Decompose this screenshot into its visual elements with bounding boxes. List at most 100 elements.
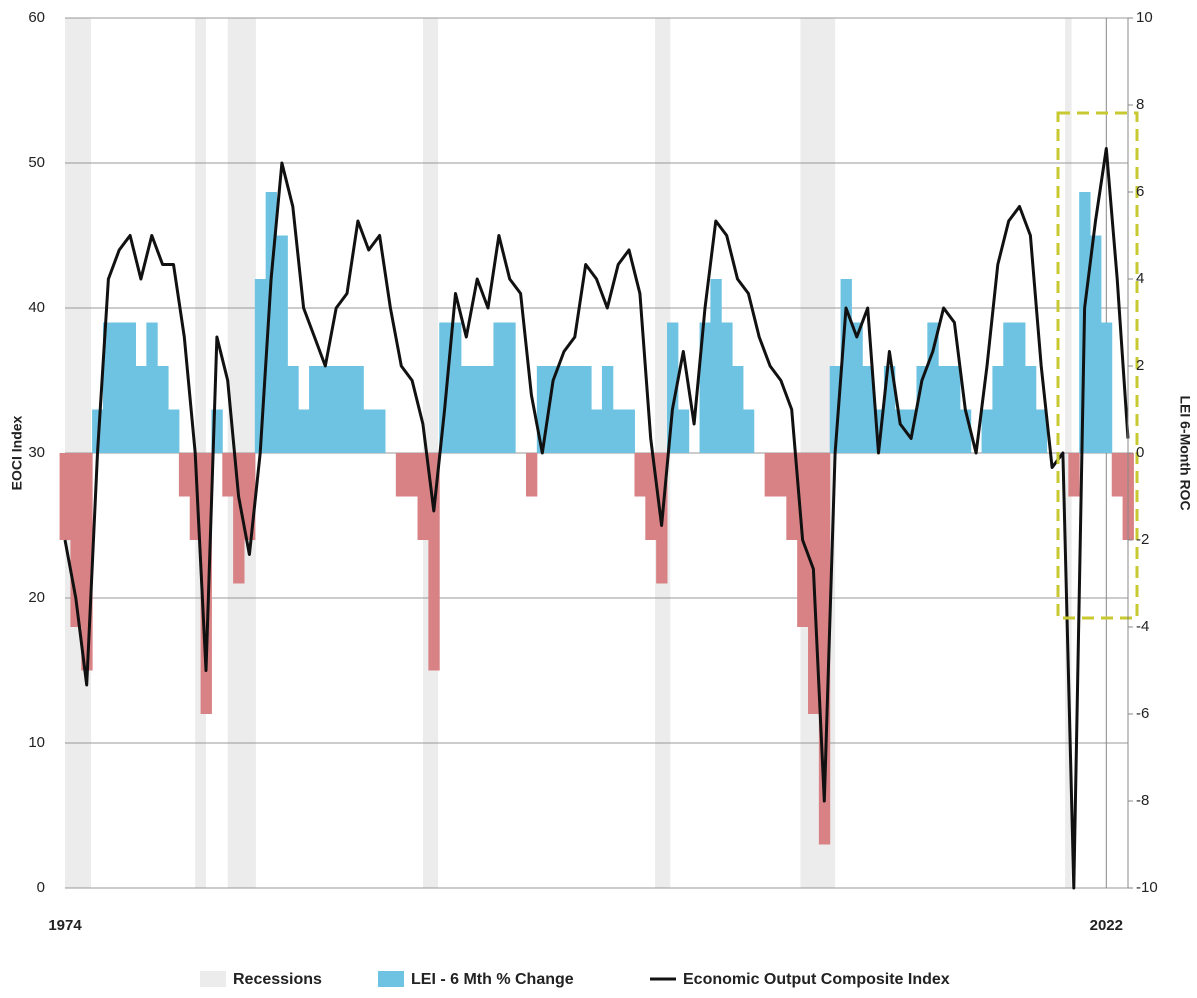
bar [894,409,907,453]
lines [63,147,1130,890]
y-tick-label: 50 [28,154,45,171]
bar [829,366,842,453]
bar [677,409,690,453]
legend-label: Economic Output Composite Index [683,971,950,988]
bar [319,366,332,453]
bar [374,409,386,453]
bar [276,235,288,453]
bar [330,366,343,453]
bar [504,322,516,453]
bar [1090,235,1102,453]
bar [1035,409,1048,453]
bar [645,453,657,540]
bar [1014,322,1026,453]
bar [612,409,625,453]
bar [135,366,147,453]
legend-label: Recessions [233,971,322,988]
bar [363,409,375,453]
bar [1068,453,1080,497]
y2-tick-label: 0 [1136,444,1144,461]
bar [992,366,1004,453]
y-tick-label: 40 [28,299,45,316]
bar [428,453,440,671]
y2-tick-label: 10 [1136,9,1153,26]
bar [742,409,755,453]
x-tick-label: 1974 [48,917,82,934]
bar [352,366,364,453]
bar [601,366,614,453]
bar [525,453,538,497]
legend-label: LEI - 6 Mth % Change [411,971,574,988]
bar [406,453,419,497]
bar [243,453,256,540]
y2-tick-label: 2 [1136,357,1144,374]
bar [786,453,798,540]
bar [591,409,603,453]
y2-tick-label: -8 [1136,792,1149,809]
bar [450,322,462,453]
bar [1024,366,1037,453]
bar [439,322,451,453]
bar [460,366,473,453]
bar [211,409,223,453]
bar [883,366,896,453]
bar [287,366,299,453]
bar [547,366,560,453]
bar [124,322,137,453]
bar [873,409,885,453]
y-tick-label: 30 [28,444,45,461]
bar [1111,453,1124,497]
bar [536,366,549,453]
bar [732,366,744,453]
bars [59,192,1134,845]
bar [818,453,831,845]
bar [189,453,202,540]
bar [981,409,993,453]
y2-axis-title: LEI 6-Month ROC [1177,395,1193,510]
bar [81,453,93,671]
bar [309,366,321,453]
bar [558,366,570,453]
y2-tick-label: -6 [1136,705,1149,722]
y2-tick-label: 6 [1136,183,1144,200]
bar [471,366,484,453]
bar [775,453,787,497]
y2-tick-label: 4 [1136,270,1144,287]
bar [254,279,267,453]
bar [395,453,408,497]
bar [102,322,115,453]
bar [938,366,950,453]
y-tick-label: 60 [28,9,45,26]
y2-tick-label: -10 [1136,879,1158,896]
y2-tick-label: -2 [1136,531,1149,548]
bar [1100,322,1113,453]
x-tick-label: 2022 [1090,917,1123,934]
bar [70,453,82,627]
bar [949,366,961,453]
bar [233,453,245,584]
bar [569,366,581,453]
y-tick-label: 20 [28,589,45,606]
bar [298,409,310,453]
bar [623,409,635,453]
bar [710,279,722,453]
bar [178,453,191,497]
bar [417,453,429,540]
bar [927,322,939,453]
legend-swatch [200,971,226,987]
bar [265,192,278,453]
bar [721,322,733,453]
legend-swatch [378,971,404,987]
bar [59,453,71,540]
bar [157,366,169,453]
bar [200,453,212,714]
bar [699,322,711,453]
y-tick-label: 0 [37,879,45,896]
bar [482,366,494,453]
bar [168,409,180,453]
line [63,147,1130,890]
highlight-box [1056,111,1139,620]
bar [667,322,679,453]
y-axis-title: EOCI Index [9,415,25,490]
